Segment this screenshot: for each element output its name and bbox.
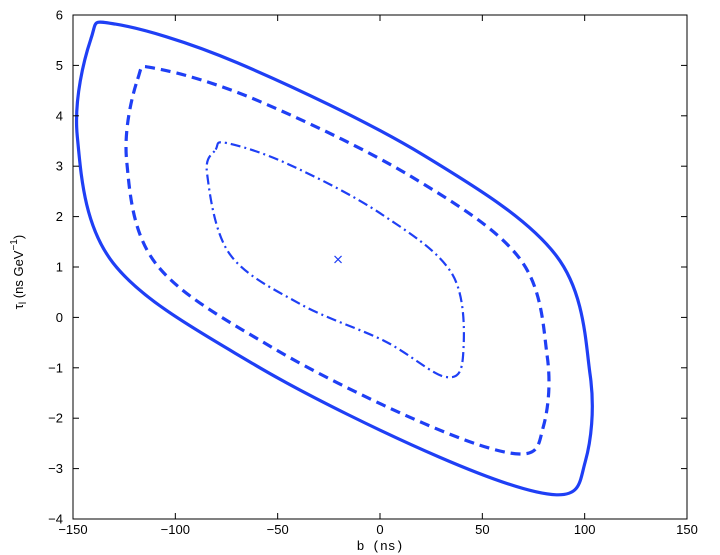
contour-dashed-1 <box>124 64 551 456</box>
y-tick-label: 2 <box>56 209 63 224</box>
y-tick-label: 5 <box>56 58 63 73</box>
x-tick-label: 100 <box>574 522 596 537</box>
y-axis-label-subscript: l <box>18 302 29 304</box>
y-axis-label-suffix: ) <box>11 235 26 239</box>
y-tick-label: 6 <box>56 8 63 23</box>
axes: −150 −100 −50 0 50 100 150 −4 −3 −2 −1 0 1 2 3 4 5 6 <box>48 8 698 538</box>
y-tick-label: −2 <box>48 411 63 426</box>
y-tick-label: 4 <box>56 108 63 123</box>
x-tick-label: −150 <box>58 522 87 537</box>
contour-solid-0 <box>75 20 594 497</box>
x-tick-label: 0 <box>376 522 383 537</box>
y-tick-label: −4 <box>48 512 63 527</box>
x-axis-label: b (ns) <box>357 539 404 554</box>
y-axis-label: τl (ns GeV−1) <box>9 235 29 309</box>
y-axis-label-text: (ns GeV <box>11 250 26 302</box>
x-tick-label: 50 <box>475 522 489 537</box>
y-tick-label: 1 <box>56 260 63 275</box>
center-marker <box>334 255 342 264</box>
y-tick-label: 3 <box>56 159 63 174</box>
contour-dashdot-2 <box>205 141 466 379</box>
center-marker-stroke-b <box>334 255 342 264</box>
x-tick-label: 150 <box>676 522 698 537</box>
y-tick-label: −1 <box>48 360 63 375</box>
y-axis-label-symbol: τ <box>11 303 26 309</box>
x-tick-label: −50 <box>267 522 289 537</box>
y-axis-label-superscript: −1 <box>9 239 20 251</box>
plot-area <box>75 20 594 497</box>
y-tick-label: 0 <box>56 310 63 325</box>
x-tick-label: −100 <box>161 522 190 537</box>
y-tick-label: −3 <box>48 461 63 476</box>
